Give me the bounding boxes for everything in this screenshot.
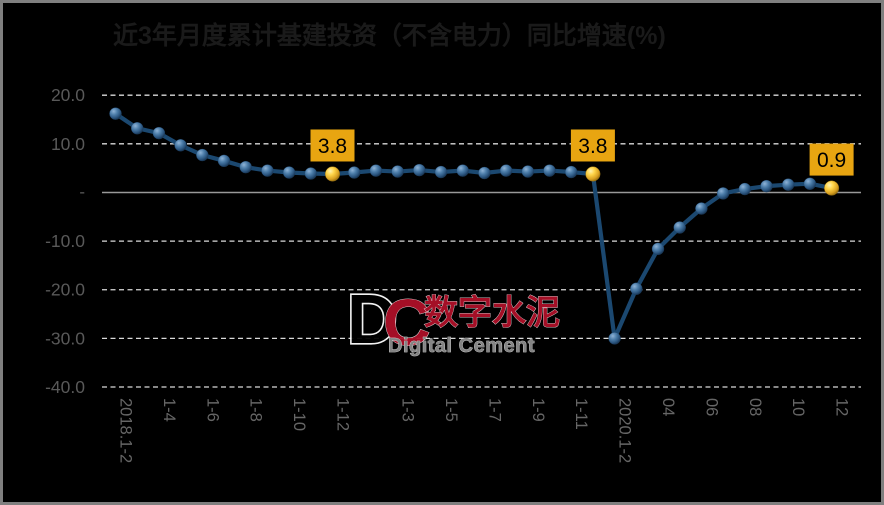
svg-text:3.8: 3.8 xyxy=(578,135,607,158)
svg-text:12: 12 xyxy=(833,398,851,416)
svg-text:1-12: 1-12 xyxy=(334,398,352,431)
svg-text:近3年月度累计基建投资（不含电力）同比增速(%): 近3年月度累计基建投资（不含电力）同比增速(%) xyxy=(113,21,666,50)
svg-text:06: 06 xyxy=(702,398,720,416)
svg-text:-10.0: -10.0 xyxy=(45,231,85,251)
svg-text:数字水泥: 数字水泥 xyxy=(424,294,560,332)
svg-text:1-9: 1-9 xyxy=(529,398,547,422)
svg-text:1-11: 1-11 xyxy=(572,398,590,430)
svg-text:2020.1-2: 2020.1-2 xyxy=(616,398,634,463)
svg-text:-30.0: -30.0 xyxy=(45,328,85,348)
svg-text:10.0: 10.0 xyxy=(51,134,85,154)
svg-text:Digital Cement: Digital Cement xyxy=(388,335,535,357)
svg-text:1-10: 1-10 xyxy=(290,398,308,431)
svg-text:0.9: 0.9 xyxy=(817,149,846,172)
svg-text:3.8: 3.8 xyxy=(318,135,347,158)
svg-text:08: 08 xyxy=(746,398,764,416)
svg-text:-: - xyxy=(79,182,85,201)
svg-text:10: 10 xyxy=(789,398,807,416)
svg-text:1-5: 1-5 xyxy=(442,398,460,422)
svg-text:-20.0: -20.0 xyxy=(45,280,85,300)
svg-text:2018.1-2: 2018.1-2 xyxy=(117,398,135,463)
svg-text:04: 04 xyxy=(659,398,677,416)
svg-text:1-7: 1-7 xyxy=(485,398,503,422)
svg-text:1-3: 1-3 xyxy=(399,398,417,422)
svg-text:1-6: 1-6 xyxy=(203,398,221,422)
svg-text:1-4: 1-4 xyxy=(160,398,178,422)
svg-text:-40.0: -40.0 xyxy=(45,377,85,397)
svg-text:1-8: 1-8 xyxy=(247,398,265,422)
svg-text:20.0: 20.0 xyxy=(51,85,85,105)
